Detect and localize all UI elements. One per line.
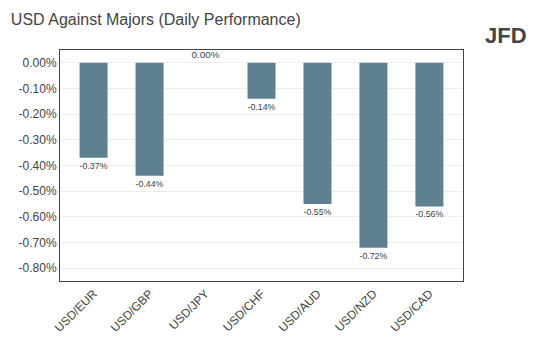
svg-text:-0.10%: -0.10% bbox=[19, 82, 57, 96]
svg-text:-0.70%: -0.70% bbox=[19, 236, 57, 250]
svg-text:USD/NZD: USD/NZD bbox=[332, 287, 380, 335]
svg-text:-0.20%: -0.20% bbox=[19, 107, 57, 121]
svg-text:-0.55%: -0.55% bbox=[303, 207, 331, 217]
svg-text:USD/AUD: USD/AUD bbox=[276, 287, 324, 335]
svg-text:USD/JPY: USD/JPY bbox=[166, 287, 212, 333]
svg-text:-0.14%: -0.14% bbox=[248, 102, 276, 112]
svg-text:0.00%: 0.00% bbox=[23, 56, 57, 70]
svg-text:USD/CAD: USD/CAD bbox=[388, 287, 436, 335]
svg-text:-0.44%: -0.44% bbox=[136, 179, 164, 189]
svg-text:-0.30%: -0.30% bbox=[19, 133, 57, 147]
svg-text:USD/GBP: USD/GBP bbox=[108, 287, 156, 335]
svg-text:-0.56%: -0.56% bbox=[415, 209, 443, 219]
svg-text:USD/CHF: USD/CHF bbox=[220, 287, 268, 335]
svg-text:-0.80%: -0.80% bbox=[19, 261, 57, 275]
svg-text:0.00%: 0.00% bbox=[192, 49, 220, 60]
svg-text:JFD: JFD bbox=[485, 23, 527, 48]
svg-text:-0.37%: -0.37% bbox=[80, 161, 108, 171]
svg-text:-0.72%: -0.72% bbox=[359, 251, 387, 261]
svg-text:USD Against Majors (Daily Perf: USD Against Majors (Daily Performance) bbox=[11, 11, 301, 28]
svg-text:-0.60%: -0.60% bbox=[19, 210, 57, 224]
svg-text:USD/EUR: USD/EUR bbox=[52, 287, 100, 335]
svg-text:-0.40%: -0.40% bbox=[19, 159, 57, 173]
svg-text:-0.50%: -0.50% bbox=[19, 184, 57, 198]
